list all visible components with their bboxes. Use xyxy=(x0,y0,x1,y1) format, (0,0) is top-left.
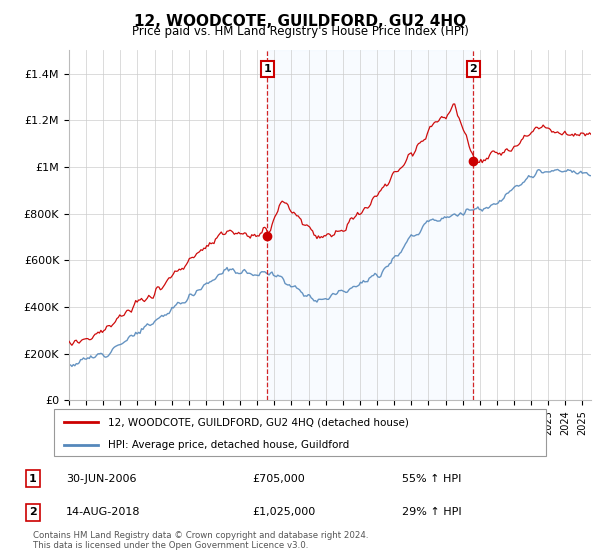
Text: 14-AUG-2018: 14-AUG-2018 xyxy=(66,507,140,517)
Text: 1: 1 xyxy=(263,64,271,74)
Text: HPI: Average price, detached house, Guildford: HPI: Average price, detached house, Guil… xyxy=(108,440,349,450)
Text: 12, WOODCOTE, GUILDFORD, GU2 4HQ: 12, WOODCOTE, GUILDFORD, GU2 4HQ xyxy=(134,14,466,29)
Text: 2: 2 xyxy=(29,507,37,517)
Text: Contains HM Land Registry data © Crown copyright and database right 2024.
This d: Contains HM Land Registry data © Crown c… xyxy=(33,530,368,550)
Text: 30-JUN-2006: 30-JUN-2006 xyxy=(66,474,137,484)
FancyBboxPatch shape xyxy=(54,409,546,456)
Bar xyxy=(267,50,473,400)
Text: £705,000: £705,000 xyxy=(252,474,305,484)
Text: Price paid vs. HM Land Registry's House Price Index (HPI): Price paid vs. HM Land Registry's House … xyxy=(131,25,469,38)
Text: 55% ↑ HPI: 55% ↑ HPI xyxy=(402,474,461,484)
Text: £1,025,000: £1,025,000 xyxy=(252,507,315,517)
Text: 12, WOODCOTE, GUILDFORD, GU2 4HQ (detached house): 12, WOODCOTE, GUILDFORD, GU2 4HQ (detach… xyxy=(108,417,409,427)
Text: 1: 1 xyxy=(29,474,37,484)
Text: 2: 2 xyxy=(469,64,477,74)
Text: 29% ↑ HPI: 29% ↑ HPI xyxy=(402,507,461,517)
